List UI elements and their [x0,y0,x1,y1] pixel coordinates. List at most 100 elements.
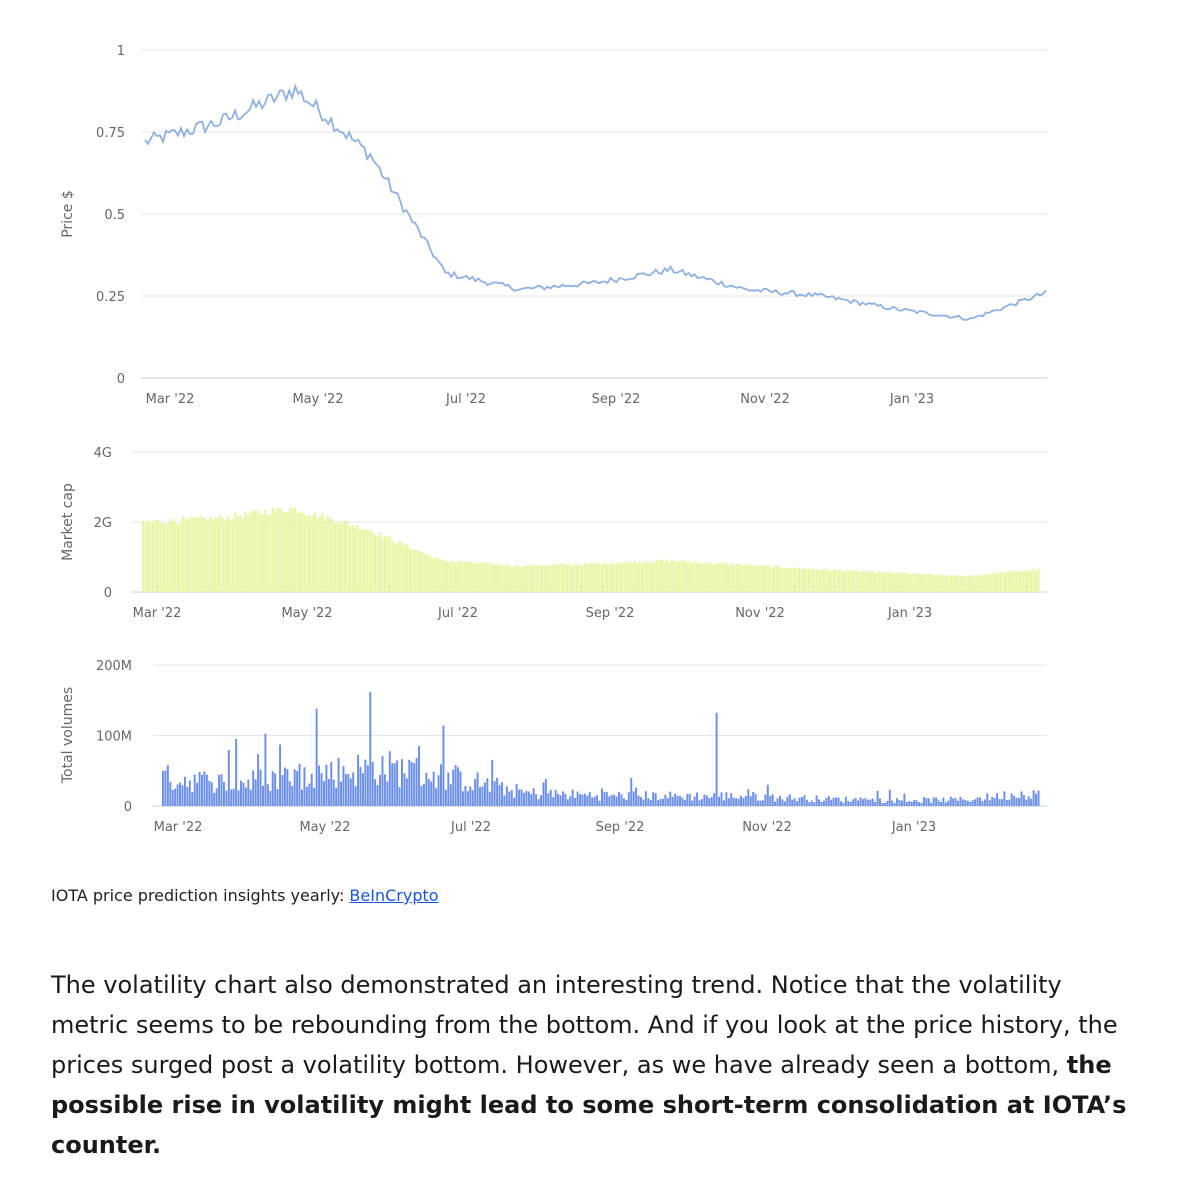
market-cap-bar [316,518,319,592]
volume-bar [264,733,267,806]
volume-bar [276,789,279,806]
y-tick-label: 100M [96,730,132,745]
market-cap-bar [1022,571,1025,592]
market-cap-bar [324,520,327,592]
x-tick-label: Jan '23 [889,392,934,407]
volume-bar [876,790,879,806]
volume-bar [618,791,621,806]
market-cap-bar [451,561,454,592]
volume-bar [998,799,1001,806]
market-cap-bar [683,560,686,592]
market-cap-bar [224,520,227,592]
volume-bar [244,787,247,806]
market-cap-bar [408,548,411,592]
volume-bar [579,794,581,806]
market-cap-bar [855,570,858,592]
market-cap-bar [987,574,990,592]
volume-bar [559,795,562,806]
market-cap-bar [825,569,828,592]
volume-bar [318,765,321,806]
volume-bar [932,797,935,806]
market-cap-bar [905,573,908,592]
volume-bar [627,792,630,806]
volume-bar [803,795,806,806]
volume-bar [291,785,294,806]
volume-bar [666,798,669,806]
volume-bar [788,794,791,806]
market-cap-bar [438,559,441,592]
market-cap-bar [543,565,546,592]
volume-bar [293,769,296,806]
market-cap-bar [383,536,386,592]
market-cap-bar [758,566,761,592]
market-cap-bar [508,565,511,592]
market-cap-bar [793,567,796,592]
volume-bar [371,761,374,806]
market-cap-bar [321,513,324,592]
market-cap-bar [501,564,504,592]
market-cap-bar [648,562,651,592]
market-cap-bar [860,571,863,592]
market-cap-bar [541,565,544,592]
market-cap-bar [675,561,678,592]
volume-bar [396,760,399,806]
market-cap-bar [655,559,658,592]
volume-bar [791,799,794,806]
market-cap-bar [738,563,741,592]
volume-bar [900,800,903,806]
volume-bar [986,793,989,806]
volume-bar [957,800,960,806]
market-cap-bar [506,564,509,592]
volume-bar [652,792,655,806]
market-cap-bar [373,534,376,592]
market-cap-bar [254,510,257,592]
volume-bar [793,798,796,806]
market-cap-bar [191,517,194,592]
volume-bar [961,799,964,806]
volume-bar [252,770,255,806]
volume-bar [459,771,462,806]
volume-bar [605,792,608,806]
market-cap-bar [788,568,791,592]
volume-bar [342,766,345,806]
volume-bar [471,790,474,806]
volume-bar [913,800,916,806]
volume-bar [410,762,413,806]
volume-bar [720,792,723,806]
volume-bar [954,798,957,806]
volume-bar [496,777,499,806]
market-cap-bar [730,563,733,592]
volume-bar [644,791,647,806]
beincrypto-link[interactable]: BeInCrypto [349,886,439,905]
volume-bar [825,798,828,806]
volume-bar [730,793,733,806]
volume-bar [735,798,738,806]
market-cap-bar [778,566,781,592]
volume-bar [235,739,238,806]
volume-bar [413,763,416,806]
x-tick-label: Nov '22 [735,606,785,621]
market-cap-bar [967,576,970,592]
volume-bar [737,798,740,806]
volume-bar [561,791,564,806]
volume-bar [298,763,301,806]
market-cap-bar [528,564,531,592]
volume-bar [257,754,260,806]
volume-bar [727,798,730,806]
volume-bar [966,800,969,806]
volume-bar [740,795,742,806]
market-cap-bar [620,562,623,592]
market-cap-bar [493,564,496,592]
volume-bar [281,775,284,806]
market-cap-bar [196,517,199,592]
volume-bar [393,763,396,806]
volume-bar [354,786,357,806]
market-cap-bar [366,530,369,592]
article-text: The volatility chart also demonstrated a… [51,971,1118,1079]
market-cap-bar [174,521,177,592]
market-cap-bar [613,563,616,592]
volume-bar [181,785,184,806]
market-cap-bar [244,511,247,592]
volume-bar [361,773,364,806]
market-cap-bar [865,571,868,592]
